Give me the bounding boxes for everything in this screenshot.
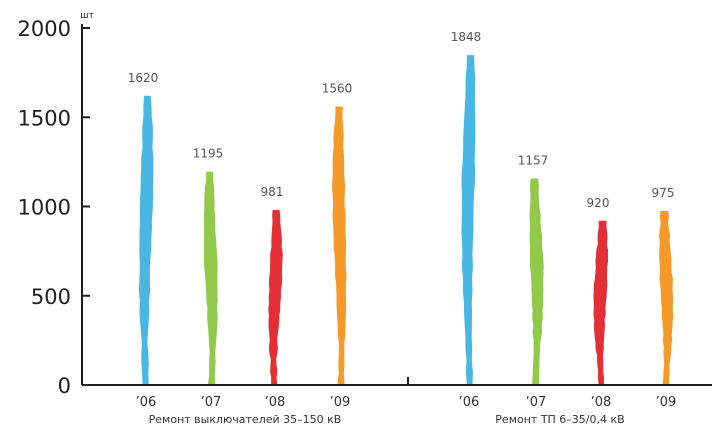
bar <box>331 106 347 384</box>
y-tick-label: 1000 <box>18 196 71 220</box>
data-label: 1560 <box>322 82 353 96</box>
data-label: 1157 <box>518 153 549 167</box>
x-tick-label: ’08 <box>265 395 286 410</box>
x-tick-label: ’08 <box>591 395 612 410</box>
bar <box>268 209 283 384</box>
labels: 1620 ’06 1195 ’07 981 ’08 1560 ’09 Ремонт выключ… <box>128 30 677 426</box>
group-label: Ремонт ТП 6–35/0,4 кВ <box>495 413 624 426</box>
bar <box>659 211 674 384</box>
data-label: 1848 <box>451 30 482 44</box>
y-tick-label: 500 <box>31 285 71 309</box>
data-label: 981 <box>261 185 284 199</box>
x-tick-label: ’09 <box>330 395 351 410</box>
x-tick-label: ’06 <box>459 395 480 410</box>
y-tick-label: 2000 <box>18 17 71 41</box>
bar <box>203 171 218 384</box>
data-label: 1620 <box>128 71 159 85</box>
bar <box>529 178 544 384</box>
x-tick-label: ’09 <box>656 395 677 410</box>
x-tick-label: ’06 <box>136 395 157 410</box>
data-label: 920 <box>587 196 610 210</box>
y-unit-label: шт <box>80 11 93 21</box>
bars <box>138 55 674 385</box>
x-tick-label: ’07 <box>526 395 547 410</box>
y-tick-label: 1500 <box>18 106 71 130</box>
y-tick-label: 0 <box>58 374 71 398</box>
group-label: Ремонт выключателей 35–150 кВ <box>149 413 342 426</box>
axes: 0 500 1000 1500 2000 шт <box>18 11 712 398</box>
data-label: 1195 <box>193 147 224 161</box>
bar <box>593 220 608 384</box>
bar <box>138 95 154 385</box>
x-tick-label: ’07 <box>201 395 222 410</box>
data-label: 975 <box>652 186 675 200</box>
bar <box>461 55 476 384</box>
